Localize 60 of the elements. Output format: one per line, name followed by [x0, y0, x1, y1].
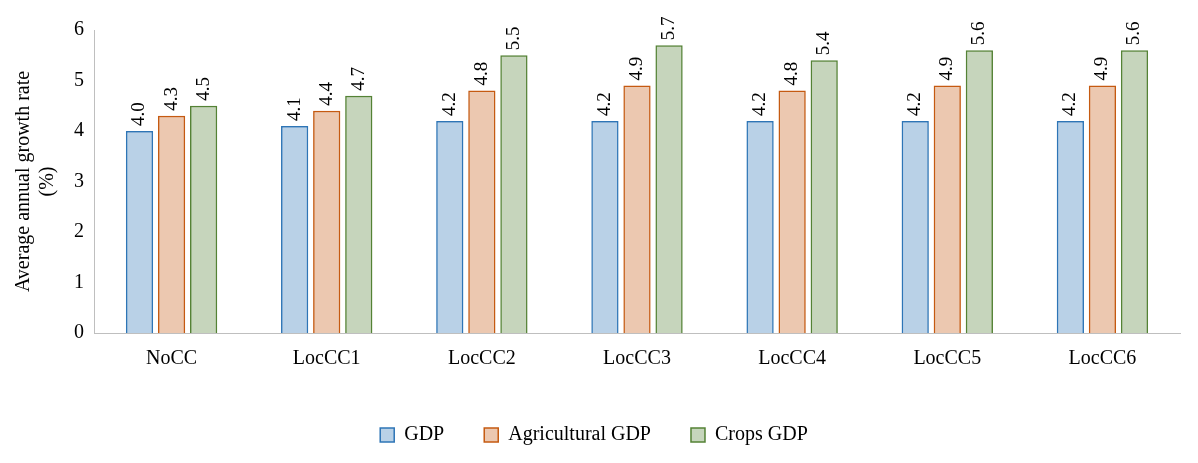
bar — [591, 120, 619, 333]
data-label: 4.2 — [437, 92, 459, 116]
data-label: 4.5 — [191, 77, 213, 101]
data-label: 4.9 — [624, 56, 646, 81]
x-tick-label: LocCC3 — [603, 346, 671, 369]
bar — [778, 90, 806, 333]
bar — [933, 85, 961, 333]
y-tick-label: 5 — [74, 67, 84, 90]
data-label: 4.7 — [346, 66, 368, 91]
x-tick-label: LocCC6 — [1068, 346, 1137, 369]
data-label: 4.2 — [592, 92, 614, 116]
x-tick-label: LocCC2 — [447, 346, 516, 369]
y-tick-label: 4 — [74, 118, 84, 141]
data-label: 4.2 — [1058, 92, 1080, 116]
legend-label: Agricultural GDP — [508, 422, 651, 446]
bar — [468, 90, 496, 333]
data-label: 4.9 — [935, 56, 957, 81]
bar — [436, 120, 464, 333]
data-label: 4.4 — [314, 81, 336, 106]
bar — [965, 50, 993, 333]
bar — [1120, 50, 1149, 333]
bar — [624, 87, 650, 333]
bar — [125, 131, 154, 333]
data-label: 5.5 — [501, 26, 523, 51]
bar — [500, 55, 528, 333]
y-axis-title: Average annual growth rate (%) — [11, 70, 59, 293]
data-label: 4.9 — [1090, 56, 1112, 81]
bar — [901, 120, 929, 333]
bar — [190, 105, 218, 333]
data-label: 5.6 — [1122, 21, 1144, 46]
data-label: 4.2 — [748, 92, 770, 116]
x-tick-label: LocCC5 — [913, 346, 982, 369]
data-label: 5.6 — [967, 21, 989, 46]
x-tick-label: NoCC — [146, 346, 198, 369]
bar — [313, 110, 341, 333]
data-label: 4.0 — [127, 102, 149, 126]
data-label: 5.7 — [657, 16, 679, 41]
bar — [345, 95, 373, 333]
x-tick-label: LocCC4 — [758, 346, 827, 369]
y-tick-label: 0 — [74, 320, 84, 343]
data-label: 4.3 — [159, 87, 181, 111]
data-label: 4.8 — [780, 61, 802, 86]
x-tick-label: LocCC1 — [292, 346, 361, 369]
bar — [157, 115, 186, 333]
bar — [1056, 120, 1084, 333]
bar — [810, 60, 838, 333]
legend-label: GDP — [404, 422, 445, 445]
bar — [1088, 85, 1117, 333]
data-label: 4.8 — [469, 61, 491, 86]
bar — [281, 125, 309, 333]
legend-label: Crops GDP — [714, 422, 808, 446]
y-tick-label: 3 — [74, 168, 84, 191]
bar — [655, 45, 683, 333]
y-tick-label: 2 — [74, 219, 84, 242]
bar — [746, 120, 774, 333]
data-label: 5.4 — [812, 31, 834, 56]
data-label: 4.2 — [903, 92, 925, 116]
y-tick-label: 6 — [74, 17, 84, 40]
y-tick-label: 1 — [74, 269, 84, 292]
data-label: 4.1 — [282, 97, 304, 121]
